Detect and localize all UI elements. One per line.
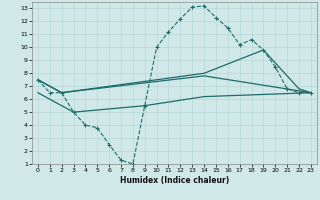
X-axis label: Humidex (Indice chaleur): Humidex (Indice chaleur) [120, 176, 229, 185]
